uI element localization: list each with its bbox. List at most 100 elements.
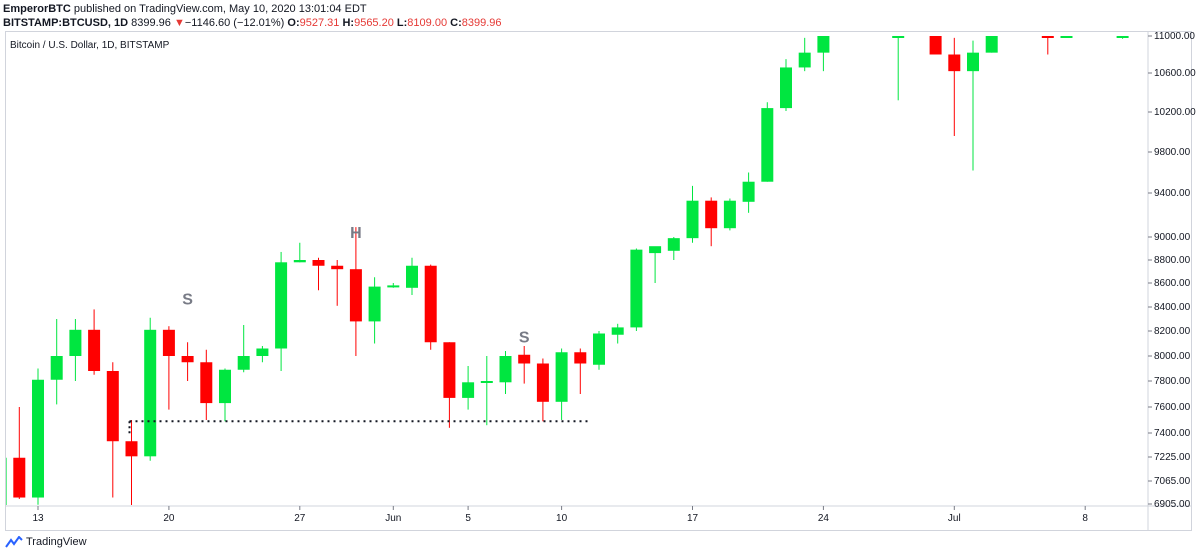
candle-body[interactable] bbox=[13, 457, 26, 498]
y-tick-label: 7065.00 bbox=[1154, 476, 1191, 487]
candle-body[interactable] bbox=[237, 356, 250, 370]
candle-body[interactable] bbox=[574, 352, 587, 364]
candle-body[interactable] bbox=[50, 356, 63, 380]
last-price: 8399.96 bbox=[131, 17, 171, 29]
candle-body[interactable] bbox=[424, 265, 437, 343]
pattern-label-shoulder: S bbox=[519, 329, 530, 346]
pattern-label-shoulder: S bbox=[182, 292, 193, 309]
candle-body[interactable] bbox=[275, 262, 288, 349]
candle-body[interactable] bbox=[649, 246, 662, 254]
tradingview-brand[interactable]: TradingView bbox=[5, 534, 87, 550]
open-label: O: bbox=[287, 17, 300, 29]
candle-body[interactable] bbox=[630, 249, 643, 328]
chart-panel[interactable] bbox=[5, 31, 1192, 531]
candle-body[interactable] bbox=[480, 381, 493, 383]
y-tick-label: 9000.00 bbox=[1154, 232, 1191, 243]
candle-body[interactable] bbox=[499, 356, 512, 383]
candle-body[interactable] bbox=[443, 342, 456, 398]
brand-label: TradingView bbox=[26, 536, 87, 548]
candle-body[interactable] bbox=[69, 329, 82, 356]
y-tick-label: 8200.00 bbox=[1154, 326, 1191, 337]
ohlc-line: BITSTAMP:BTCUSD, 1D 8399.96 ▼−1146.60 (−… bbox=[3, 17, 502, 29]
change-down-icon: ▼ bbox=[173, 17, 185, 29]
candle-body[interactable] bbox=[181, 356, 194, 363]
chart-legend-title: Bitcoin / U.S. Dollar, 1D, BITSTAMP bbox=[10, 40, 170, 51]
x-tick-label: 27 bbox=[294, 513, 306, 524]
candle-body[interactable] bbox=[406, 265, 418, 288]
publish-line: EmperorBTC published on TradingView.com,… bbox=[3, 3, 367, 15]
candle-body[interactable] bbox=[593, 333, 605, 365]
high-label: H: bbox=[342, 17, 355, 29]
x-tick-label: 10 bbox=[556, 513, 568, 524]
candle-body[interactable] bbox=[780, 67, 792, 109]
candle-body[interactable] bbox=[723, 200, 736, 229]
candle-body[interactable] bbox=[0, 457, 7, 507]
candle-body[interactable] bbox=[686, 200, 699, 239]
candle-body[interactable] bbox=[948, 54, 961, 72]
candle-body[interactable] bbox=[32, 379, 44, 498]
candle-body[interactable] bbox=[162, 329, 175, 356]
y-tick-label: 10200.00 bbox=[1154, 107, 1196, 118]
y-tick-label: 8800.00 bbox=[1154, 255, 1191, 266]
y-tick-label: 9800.00 bbox=[1154, 147, 1191, 158]
candle-body[interactable] bbox=[536, 363, 549, 402]
candle-body[interactable] bbox=[518, 354, 531, 364]
close-label: C: bbox=[450, 17, 462, 29]
candle-body[interactable] bbox=[349, 269, 362, 322]
candle-body[interactable] bbox=[312, 260, 325, 266]
candle-body[interactable] bbox=[368, 286, 381, 322]
candle-body[interactable] bbox=[611, 327, 624, 335]
candle-body[interactable] bbox=[106, 371, 119, 442]
x-tick-label: 5 bbox=[465, 513, 471, 524]
candle-body[interactable] bbox=[798, 52, 811, 68]
candle-body[interactable] bbox=[462, 382, 475, 398]
y-tick-label: 7225.00 bbox=[1154, 452, 1191, 463]
candle-body[interactable] bbox=[219, 369, 231, 404]
candle-body[interactable] bbox=[387, 285, 400, 288]
candle-body[interactable] bbox=[985, 36, 998, 53]
y-tick-label: 8400.00 bbox=[1154, 302, 1191, 313]
y-tick-label: 6905.00 bbox=[1154, 499, 1191, 510]
candle-body[interactable] bbox=[892, 36, 905, 38]
x-tick-label: Jul bbox=[948, 513, 961, 524]
candle-body[interactable] bbox=[742, 181, 755, 202]
candle-body[interactable] bbox=[256, 348, 269, 357]
change-value: −1146.60 (−12.01%) bbox=[184, 17, 285, 29]
low-value: 8109.00 bbox=[407, 17, 448, 29]
candle-body[interactable] bbox=[761, 108, 774, 182]
author-name[interactable]: EmperorBTC bbox=[3, 3, 71, 15]
y-tick-label: 11000.00 bbox=[1154, 31, 1195, 42]
candle-body[interactable] bbox=[667, 238, 680, 251]
candle-body[interactable] bbox=[331, 265, 344, 270]
candle-body[interactable] bbox=[555, 352, 568, 402]
publish-info: published on TradingView.com, May 10, 20… bbox=[73, 3, 367, 15]
tradingview-logo-icon bbox=[5, 536, 23, 548]
x-tick-label: 24 bbox=[818, 513, 830, 524]
candle-body[interactable] bbox=[293, 260, 306, 263]
y-tick-label: 7600.00 bbox=[1154, 402, 1191, 413]
y-tick-label: 9400.00 bbox=[1154, 188, 1191, 199]
x-tick-label: 8 bbox=[1082, 513, 1088, 524]
candle-body[interactable] bbox=[817, 36, 830, 53]
candle-body[interactable] bbox=[1116, 36, 1129, 38]
candle-body[interactable] bbox=[144, 329, 157, 457]
y-tick-label: 8600.00 bbox=[1154, 278, 1191, 289]
candle-body[interactable] bbox=[200, 362, 213, 404]
y-tick-label: 7400.00 bbox=[1154, 428, 1191, 439]
x-tick-label: 17 bbox=[687, 513, 699, 524]
candle-body[interactable] bbox=[88, 329, 101, 371]
candle-body[interactable] bbox=[1060, 36, 1073, 38]
candle-body[interactable] bbox=[967, 52, 979, 72]
candles-group bbox=[0, 36, 1129, 507]
open-value: 9527.31 bbox=[299, 17, 340, 29]
x-tick-label: Jun bbox=[385, 513, 401, 524]
candle-body[interactable] bbox=[1041, 36, 1054, 38]
high-value: 9565.20 bbox=[354, 17, 394, 29]
y-tick-label: 7800.00 bbox=[1154, 376, 1191, 387]
candle-body[interactable] bbox=[929, 36, 942, 55]
x-tick-label: 20 bbox=[163, 513, 175, 524]
candle-body[interactable] bbox=[705, 200, 718, 229]
candle-body[interactable] bbox=[125, 441, 138, 457]
y-tick-label: 10600.00 bbox=[1154, 68, 1196, 79]
